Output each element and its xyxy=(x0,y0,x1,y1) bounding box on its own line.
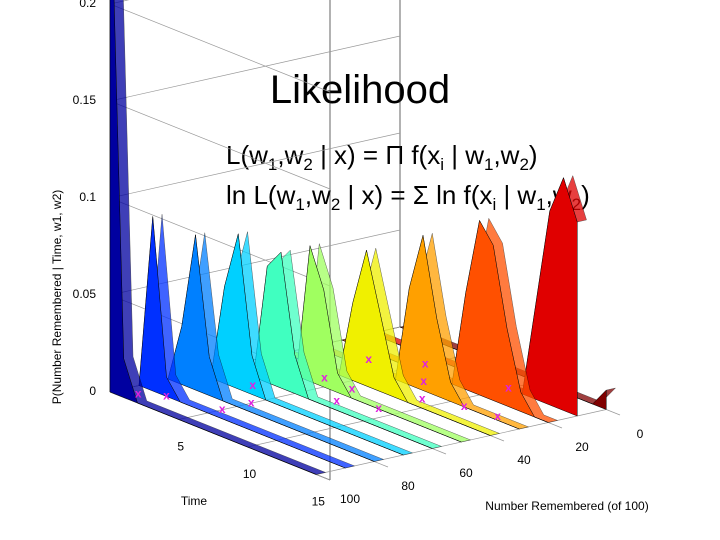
formula-text: ,w xyxy=(493,140,520,170)
slide-title: Likelihood xyxy=(269,68,451,112)
grid-line xyxy=(109,35,401,102)
ribbon xyxy=(138,216,346,469)
observation: x xyxy=(321,370,328,384)
x-axis-label: Time xyxy=(181,494,208,508)
subscript: 2 xyxy=(330,195,341,215)
formula-text: L(w xyxy=(226,140,268,170)
observation: x xyxy=(249,378,256,392)
ribbon xyxy=(196,233,404,456)
observation: x xyxy=(248,395,255,409)
grid-line xyxy=(109,197,331,287)
z-tick-label: 0.1 xyxy=(79,190,96,204)
y-tick-label: 0 xyxy=(637,427,644,441)
subscript: i xyxy=(440,155,444,175)
formula-text: ,w xyxy=(277,140,304,170)
formula-text: ln L(w xyxy=(226,180,296,210)
z-tick-label: 0.15 xyxy=(73,93,97,107)
formula-text: | x) = Σ ln f(x xyxy=(340,180,493,210)
formula-text: | w xyxy=(444,140,484,170)
observation: x xyxy=(135,386,142,400)
grid-line xyxy=(109,0,130,5)
z-tick-label: 0.05 xyxy=(73,287,97,301)
subscript: 1 xyxy=(267,155,278,175)
formula: ln L(w1,w2 | x) = Σ ln f(xi | w1,w2) xyxy=(226,180,590,215)
y-tick-label: 80 xyxy=(401,479,415,493)
observation: x xyxy=(333,393,340,407)
z-tick-label: 0.2 xyxy=(79,0,96,10)
x-tick-label: 15 xyxy=(312,495,326,509)
observation: x xyxy=(163,389,170,403)
subscript: 1 xyxy=(536,195,546,215)
observation: x xyxy=(461,399,468,413)
y-axis-label: Number Remembered (of 100) xyxy=(485,499,648,513)
formula: L(w1,w2 | x) = Π f(xi | w1,w2) xyxy=(226,140,538,175)
observation: x xyxy=(349,381,356,395)
x-tick-label: 10 xyxy=(243,467,257,481)
formula-text: ) xyxy=(528,140,538,170)
formula-text: | w xyxy=(496,180,537,210)
z-tick-label: 0 xyxy=(89,384,96,398)
subscript: 1 xyxy=(483,155,494,175)
subscript: 2 xyxy=(303,155,313,175)
ribbon xyxy=(225,251,433,449)
z-axis-label: P(Number Remembered | Time, w1, w2) xyxy=(50,190,64,405)
observation: x xyxy=(419,391,426,405)
y-tick-label: 20 xyxy=(575,440,589,454)
observation: x xyxy=(494,409,501,423)
grid-line xyxy=(109,100,331,190)
observation: x xyxy=(420,374,427,388)
subscript: 1 xyxy=(295,195,305,215)
formula-text: | x) = Π f(x xyxy=(312,140,441,170)
observation: x xyxy=(505,381,512,395)
grid-line xyxy=(109,3,331,93)
y-tick-label: 40 xyxy=(517,453,531,467)
formula-text: ,w xyxy=(304,180,331,210)
subscript: i xyxy=(492,195,497,215)
observation: x xyxy=(422,356,429,370)
ribbon xyxy=(167,234,375,462)
x-tick-label: 5 xyxy=(177,440,184,454)
subscript: 2 xyxy=(519,155,529,175)
ribbon xyxy=(109,0,317,475)
observation: x xyxy=(219,402,226,416)
ribbon-side xyxy=(113,0,327,475)
formula-text: ) xyxy=(581,180,590,210)
y-tick-label: 60 xyxy=(459,466,473,480)
grid-line xyxy=(109,132,401,199)
observation: x xyxy=(375,401,382,415)
y-tick-label: 100 xyxy=(340,492,360,506)
observation: x xyxy=(365,352,372,366)
